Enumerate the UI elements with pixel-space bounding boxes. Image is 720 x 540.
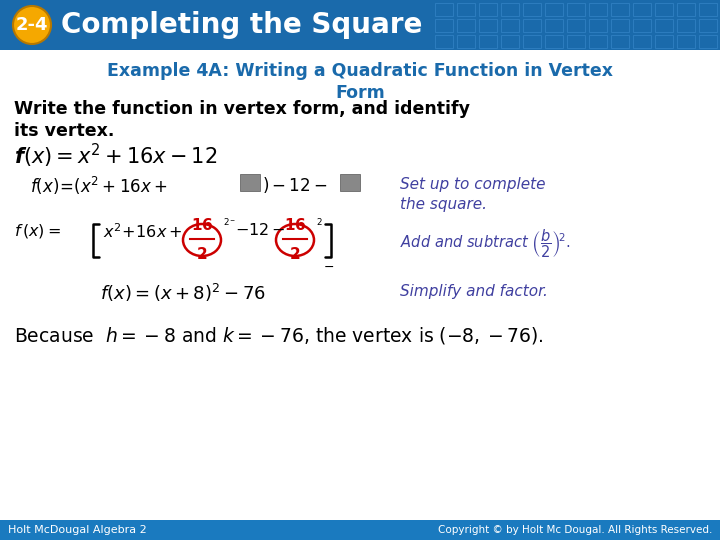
Text: $x^2\!+\!16x +$: $x^2\!+\!16x +$: [103, 222, 182, 241]
Text: $) - 12 -$: $) - 12 -$: [262, 175, 328, 195]
Text: $^{2^-}$: $^{2^-}$: [223, 219, 236, 232]
Circle shape: [13, 6, 51, 44]
FancyBboxPatch shape: [240, 174, 260, 191]
Text: $\mathbf{16}$: $\mathbf{16}$: [191, 217, 213, 233]
Text: $\mathit{Add\ and\ subtract}\ \left(\dfrac{b}{2}\right)^{\!2}.$: $\mathit{Add\ and\ subtract}\ \left(\dfr…: [400, 227, 571, 260]
Text: Set up to complete
the square.: Set up to complete the square.: [400, 177, 546, 212]
Text: $-12-$: $-12-$: [235, 222, 286, 238]
Text: Copyright © by Holt Mc Dougal. All Rights Reserved.: Copyright © by Holt Mc Dougal. All Right…: [438, 525, 712, 535]
FancyBboxPatch shape: [340, 174, 360, 191]
Text: Because  $h = -8$ and $k = -76$, the vertex is $(-8, -76)$.: Because $h = -8$ and $k = -76$, the vert…: [14, 325, 544, 346]
Text: $-$: $-$: [323, 260, 334, 273]
Text: Holt McDougal Algebra 2: Holt McDougal Algebra 2: [8, 525, 147, 535]
Text: $\mathbf{2}$: $\mathbf{2}$: [289, 246, 301, 262]
Text: Example 4A: Writing a Quadratic Function in Vertex
Form: Example 4A: Writing a Quadratic Function…: [107, 62, 613, 102]
Text: $\bfit{f}$$(x) = x^2 + 16x - 12$: $\bfit{f}$$(x) = x^2 + 16x - 12$: [14, 142, 217, 170]
FancyBboxPatch shape: [0, 520, 720, 540]
Text: $f(x) = (x + 8)^2 - 76$: $f(x) = (x + 8)^2 - 76$: [100, 282, 266, 304]
Text: $f\,(x) =$: $f\,(x) =$: [14, 222, 61, 240]
Text: $\mathbf{2}$: $\mathbf{2}$: [197, 246, 207, 262]
Text: Simplify and factor.: Simplify and factor.: [400, 284, 548, 299]
FancyBboxPatch shape: [0, 0, 720, 50]
Text: $^2$: $^2$: [316, 219, 323, 232]
Text: Write the function in vertex form, and identify
its vertex.: Write the function in vertex form, and i…: [14, 100, 470, 140]
Text: $f(x)\!=\!(x^2 + 16x +$: $f(x)\!=\!(x^2 + 16x +$: [30, 175, 168, 197]
Text: Completing the Square: Completing the Square: [61, 11, 423, 39]
Text: 2-4: 2-4: [16, 16, 48, 34]
Text: $\mathbf{16}$: $\mathbf{16}$: [284, 217, 306, 233]
